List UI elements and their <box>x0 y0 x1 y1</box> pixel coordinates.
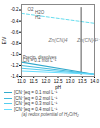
svg-text:12.5: 12.5 <box>54 79 63 84</box>
svg-text:13.0: 13.0 <box>66 79 75 84</box>
html-text:[CN⁻]eq = 0.1 mol L⁻¹: [CN⁻]eq = 0.1 mol L⁻¹ <box>14 90 58 95</box>
html-text:(a) redox potential of H₂O/H₂: (a) redox potential of H₂O/H₂ <box>21 112 79 117</box>
svg-text:13.5: 13.5 <box>78 79 87 84</box>
svg-text:CN = 0.1 mol L⁻¹: CN = 0.1 mol L⁻¹ <box>23 58 57 63</box>
svg-text:Zn(CN)4²⁻: Zn(CN)4²⁻ <box>76 37 100 43</box>
html-text:[CN⁻]eq = 0.2 mol L⁻¹: [CN⁻]eq = 0.2 mol L⁻¹ <box>14 95 58 101</box>
svg-text:11.0: 11.0 <box>17 79 26 84</box>
svg-text:-0.2: -0.2 <box>11 7 19 12</box>
svg-text:-0.8: -0.8 <box>11 41 19 46</box>
svg-text:O2: O2 <box>28 7 35 12</box>
svg-text:-0.4: -0.4 <box>11 19 19 24</box>
svg-text:E/V: E/V <box>2 37 7 44</box>
html-text:[CN⁻]eq = 0.4 mol L⁻¹: [CN⁻]eq = 0.4 mol L⁻¹ <box>14 106 58 112</box>
svg-text:11.5: 11.5 <box>29 79 38 84</box>
svg-text:12.0: 12.0 <box>41 79 50 84</box>
svg-text:Zn(CN)4: Zn(CN)4 <box>47 37 67 43</box>
svg-text:14.0: 14.0 <box>90 79 99 84</box>
svg-text:H2O: H2O <box>34 9 45 15</box>
svg-text:-1.0: -1.0 <box>11 52 19 57</box>
svg-text:-1.2: -1.2 <box>11 63 19 68</box>
svg-text:H2: H2 <box>35 15 41 20</box>
svg-text:pH: pH <box>55 85 61 90</box>
html-text:[CN⁻]eq = 0.3 mol L⁻¹: [CN⁻]eq = 0.3 mol L⁻¹ <box>14 101 58 106</box>
svg-text:-1.4: -1.4 <box>10 73 19 79</box>
svg-text:-0.6: -0.6 <box>11 30 19 35</box>
